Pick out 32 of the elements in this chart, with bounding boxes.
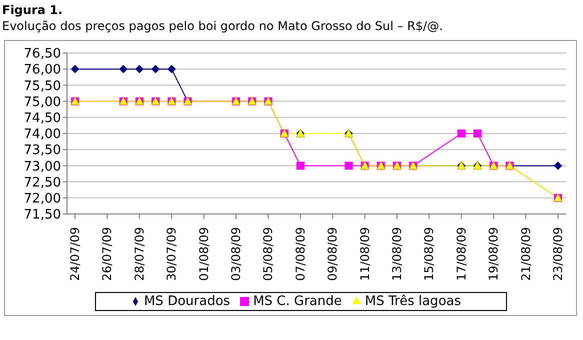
y-tick-label: 76,00 [24,62,61,78]
x-tick-label: 24/07/09 [68,227,82,281]
x-tick-label: 13/08/09 [390,227,404,281]
x-tick-label: 19/08/09 [486,227,501,281]
y-tick-label: 75,50 [24,78,61,94]
x-tick-label: 28/07/09 [132,227,146,281]
y-tick-label: 73,00 [24,159,61,174]
x-tick-label: 30/07/09 [164,227,179,281]
x-tick-label: 26/07/09 [100,227,114,281]
y-tick-label: 76,50 [24,46,61,62]
x-tick-label: 21/08/09 [518,227,533,281]
y-tick-label: 75,00 [24,94,61,110]
x-tick-label: 15/08/09 [422,227,436,281]
x-tick-label: 03/08/09 [229,227,244,281]
y-tick-label: 72,50 [24,175,61,190]
y-tick-label: 72,00 [24,192,61,207]
chart-title: Figura 1. [2,3,63,17]
x-tick-label: 07/08/09 [293,227,308,281]
y-tick-label: 71,50 [24,208,61,223]
x-tick-label: 05/08/09 [261,227,276,281]
x-tick-label: 09/08/09 [326,227,340,281]
x-tick-label: 11/08/09 [358,227,372,281]
legend-label: MS Dourados [144,294,230,309]
legend-label: MS C. Grande [253,294,342,309]
x-tick-label: 17/08/09 [454,227,468,281]
x-tick-label: 01/08/09 [196,227,211,281]
x-tick-label: 23/08/09 [550,227,565,281]
y-tick-label: 74,50 [24,111,61,126]
y-tick-label: 74,00 [24,127,61,142]
y-tick-label: 73,50 [24,143,61,158]
chart-subtitle: Evolução dos preços pagos pelo boi gordo no Mato Grosso do Sul – R$/@. [2,19,443,33]
legend-label: MS Três lagoas [364,294,462,309]
